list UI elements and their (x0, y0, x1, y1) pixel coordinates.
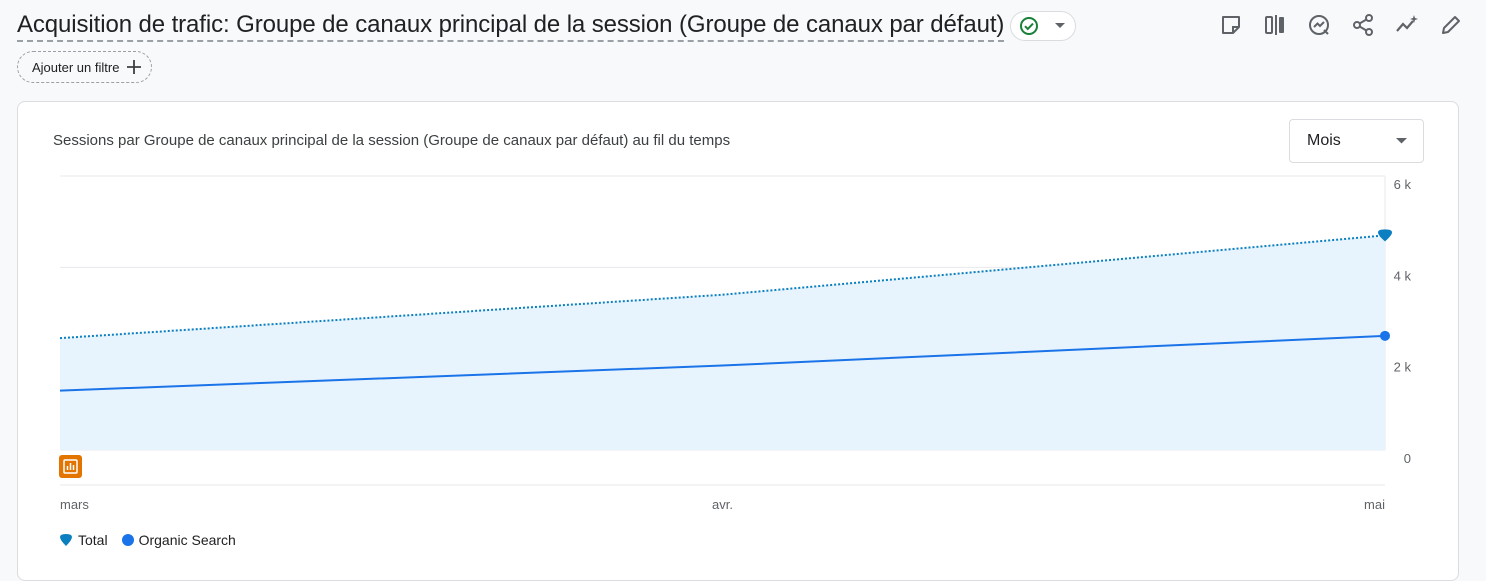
report-toolbar (1214, 8, 1468, 42)
share-icon (1353, 14, 1373, 36)
period-select-value: Mois (1307, 132, 1341, 149)
trend-sparkle-button[interactable] (1390, 8, 1424, 42)
edit-button[interactable] (1434, 8, 1468, 42)
caret-down-icon (1396, 138, 1407, 144)
compare-button[interactable] (1258, 8, 1292, 42)
insights-button[interactable] (1302, 8, 1336, 42)
check-circle-icon (1020, 17, 1039, 35)
y-tick-label: 0 (1404, 451, 1411, 466)
note-button[interactable] (1214, 8, 1248, 42)
note-icon (1222, 16, 1240, 34)
annotation-marker[interactable] (59, 455, 82, 478)
period-select[interactable]: Mois (1289, 119, 1424, 163)
total-area-fill (60, 235, 1385, 450)
chart-title: Sessions par Groupe de canaux principal … (53, 132, 731, 149)
y-tick-label: 6 k (1394, 177, 1412, 192)
compare-columns-icon (1265, 15, 1284, 35)
trend-sparkle-icon (1396, 15, 1418, 32)
legend-label-total: Total (78, 532, 108, 548)
status-dropdown[interactable] (1010, 11, 1077, 41)
y-tick-label: 4 k (1394, 268, 1412, 283)
pencil-icon (1442, 16, 1460, 34)
legend-label-organic-search: Organic Search (138, 532, 236, 548)
add-filter-button[interactable]: Ajouter un filtre (17, 51, 153, 83)
sessions-line-chart: 0 2 k 4 k 6 k mars avr. mai (59, 175, 1411, 512)
chart-legend: Total Organic Search (59, 532, 236, 548)
x-tick-label: avr. (712, 497, 733, 512)
series-line-organic-search (59, 334, 1386, 392)
add-filter-label: Ajouter un filtre (32, 59, 120, 75)
marker-layer (1378, 229, 1392, 341)
legend-item-total[interactable]: Total (59, 532, 108, 548)
legend-item-organic-search[interactable]: Organic Search (121, 532, 236, 548)
series-line-total (59, 234, 1386, 340)
page-title[interactable]: Acquisition de trafic: Groupe de canaux … (17, 11, 1004, 42)
plus-icon (127, 60, 142, 74)
y-tick-label: 2 k (1394, 360, 1412, 375)
point-total-last[interactable] (1378, 229, 1392, 242)
report-header: Acquisition de trafic: Groupe de canaux … (17, 8, 1077, 44)
caret-down-icon (1055, 23, 1066, 28)
insights-icon (1309, 15, 1329, 35)
dot-marker-icon (121, 534, 134, 546)
x-tick-label: mars (60, 497, 89, 512)
share-button[interactable] (1346, 8, 1380, 42)
pin-marker-icon (60, 534, 72, 546)
x-tick-label: mai (1364, 497, 1385, 512)
chart-card: Sessions par Groupe de canaux principal … (17, 101, 1459, 581)
point-organic-search-last[interactable] (1380, 330, 1390, 341)
tick-layer: 0 2 k 4 k 6 k mars avr. mai (60, 177, 1411, 512)
